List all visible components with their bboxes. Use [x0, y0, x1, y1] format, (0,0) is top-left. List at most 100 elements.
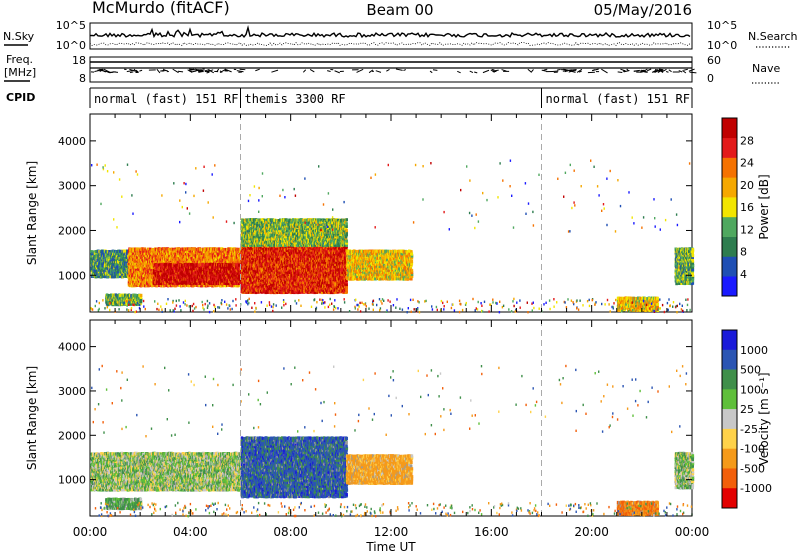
echo-cell: [125, 253, 128, 258]
nave-mark: [665, 71, 669, 73]
nave-mark: [543, 68, 548, 71]
echo-cell: [143, 259, 147, 263]
cpid-label: CPID: [6, 91, 35, 104]
echo-cell: [102, 268, 105, 272]
nave-mark: [187, 69, 193, 74]
cpid-panel: CPID normal (fast) 151 RF themis 3300 RF n…: [6, 87, 693, 108]
echo-cell: [168, 247, 171, 251]
nave-mark: [177, 70, 184, 73]
nave-mark: [492, 69, 499, 72]
nave-mark: [219, 68, 227, 74]
echo-cell: [160, 253, 164, 257]
echo-cell: [121, 272, 124, 276]
echo-cell: [118, 251, 122, 255]
echo-cell: [113, 270, 117, 274]
nave-mark: [356, 68, 364, 73]
echo-cell: [162, 284, 166, 288]
nave-mark: [429, 70, 433, 74]
noise-trace: [89, 24, 691, 47]
nave-mark: [99, 69, 103, 72]
echo-cell: [173, 255, 177, 259]
echo-cell: [143, 247, 146, 251]
echo-cell: [121, 260, 124, 264]
echo-cell: [119, 268, 123, 273]
nave-mark: [617, 71, 623, 74]
echo-cell: [90, 257, 93, 262]
echo-cell: [174, 284, 178, 288]
echo-cell: [120, 258, 124, 262]
echo-cell: [126, 264, 129, 268]
freq-tick-bottom: 8: [79, 72, 86, 85]
freq-nave-panel: Freq. [MHz] 18 8 60 0 Nave: [4, 53, 780, 85]
echo-cell: [96, 258, 99, 262]
nsky-label: N.Sky: [3, 30, 35, 43]
nave-mark: [568, 69, 575, 73]
echo-cell: [176, 255, 180, 259]
echo-cell: [95, 266, 99, 270]
echo-cell: [110, 268, 113, 272]
noise-tick-right-top: 10^5: [707, 19, 737, 32]
echo-cell: [162, 259, 166, 263]
freq-label-line2: [MHz]: [4, 66, 36, 79]
nave-mark: [678, 70, 683, 73]
nave-mark: [668, 69, 672, 73]
cpid-segment-label: normal (fast) 151 RF: [546, 92, 691, 106]
noise-tick-left-top: 10^5: [56, 19, 86, 32]
noise-tick-right-bottom: 10^0: [707, 39, 737, 52]
echo-cell: [90, 254, 94, 258]
nave-mark: [474, 71, 478, 74]
nave-mark: [163, 69, 168, 72]
nave-mark: [198, 69, 204, 72]
nave-mark: [623, 70, 630, 73]
echo-cell: [149, 275, 152, 279]
nave-mark: [633, 69, 640, 72]
nave-mark: [334, 70, 340, 74]
nave-mark: [482, 69, 490, 74]
nave-mark: [403, 69, 407, 71]
echo-cell: [115, 254, 119, 258]
nave-mark: [206, 71, 210, 74]
echo-cell: [116, 252, 119, 256]
echo-cell: [150, 249, 153, 253]
echo-cell: [95, 254, 98, 258]
nave-mark: [386, 69, 390, 72]
nave-mark: [552, 70, 559, 72]
nave-label: Nave: [752, 62, 780, 75]
nave-mark: [129, 71, 134, 74]
echo-cell: [139, 279, 142, 283]
nsearch-label: N.Search: [748, 30, 798, 43]
freq-trace: [90, 61, 697, 74]
nave-mark: [309, 69, 315, 73]
nave-mark: [683, 68, 688, 71]
cpid-segment-label: normal (fast) 151 RF: [94, 92, 239, 106]
echo-cell: [172, 284, 175, 288]
noise-tick-left-bottom: 10^0: [56, 39, 86, 52]
nave-mark: [236, 70, 244, 73]
nsearch-trace: [89, 41, 691, 47]
nave-mark: [643, 71, 647, 73]
echo-cell: [123, 271, 127, 275]
nave-mark: [375, 70, 382, 73]
nave-mark: [255, 68, 260, 72]
nave-mark: [131, 69, 139, 73]
nave-mark: [491, 68, 495, 71]
echo-cell: [137, 267, 140, 271]
echo-cell: [132, 271, 136, 275]
echo-cell: [135, 279, 138, 283]
nave-mark: [100, 69, 106, 73]
echo-cell: [126, 249, 130, 253]
echo-cell: [144, 269, 147, 273]
echo-cell: [149, 253, 152, 257]
nave-mark: [565, 69, 568, 72]
echo-cell: [124, 250, 127, 254]
nave-mark: [661, 68, 667, 73]
nave-mark: [576, 68, 583, 73]
beam-label: Beam 00: [366, 1, 433, 19]
nave-tick-top: 60: [707, 54, 721, 67]
noise-panel: N.Sky 10^5 10^0 10^5 10^0 N.Search: [3, 19, 798, 52]
nave-mark: [327, 70, 331, 72]
nave-mark: [204, 69, 210, 72]
nave-mark: [103, 68, 110, 73]
nave-mark: [567, 69, 572, 72]
